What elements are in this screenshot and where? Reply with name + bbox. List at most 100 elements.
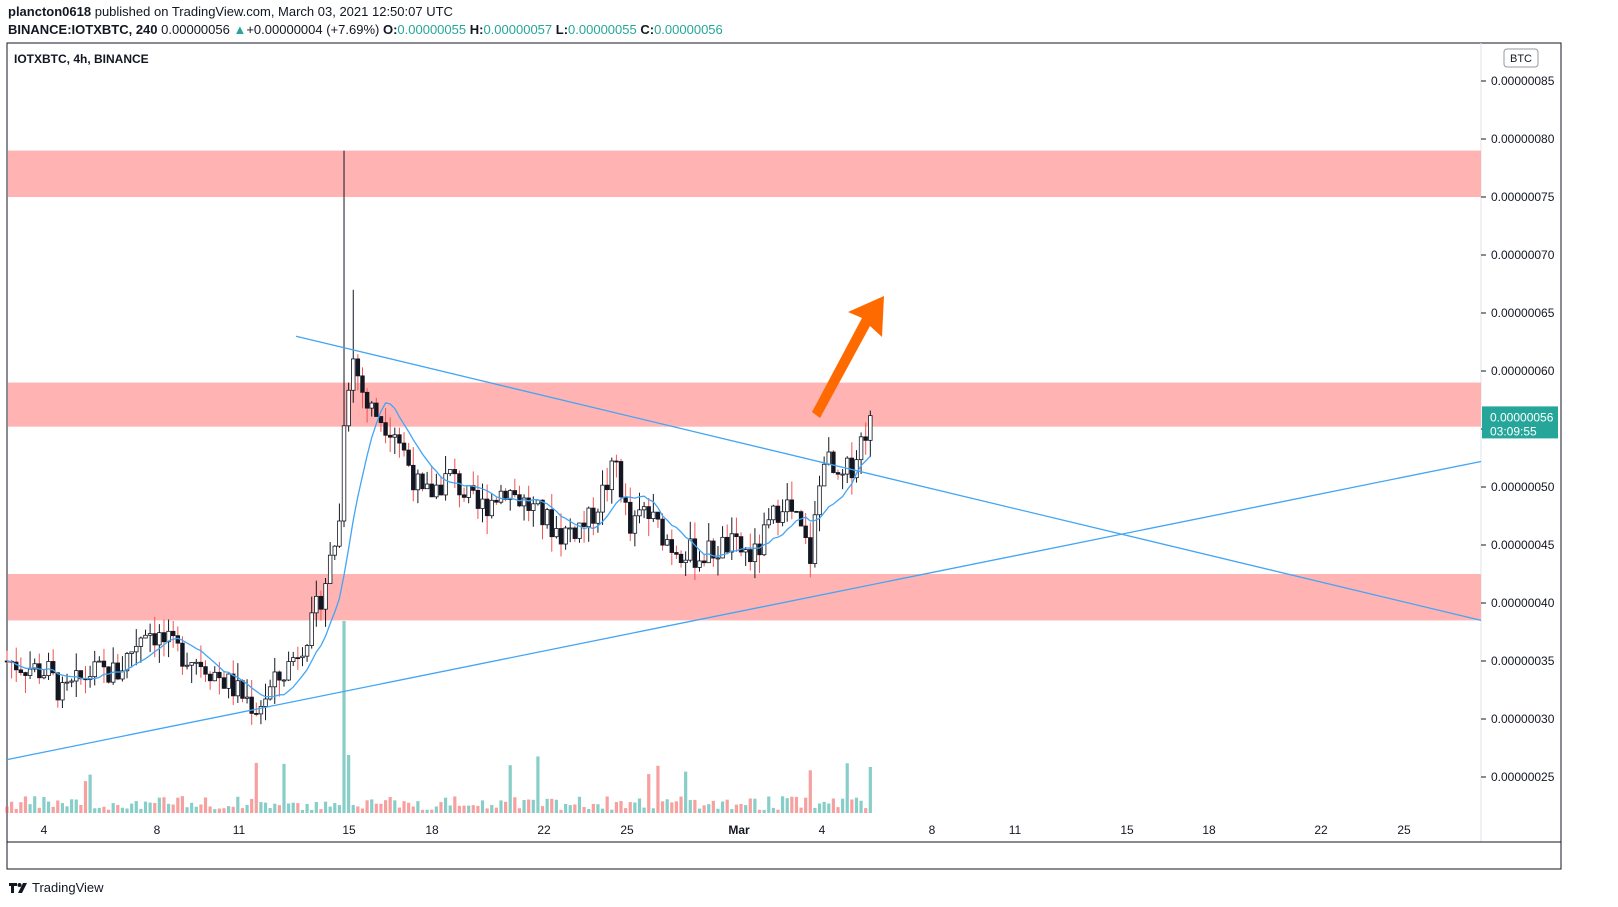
- volume-bar: [157, 797, 161, 813]
- volume-bar: [407, 802, 411, 813]
- volume-bar: [180, 796, 185, 813]
- candle-body: [397, 434, 402, 444]
- volume-bar: [859, 800, 863, 813]
- volume-bar: [600, 808, 605, 813]
- volume-bar: [125, 808, 129, 813]
- volume-bar: [296, 803, 300, 813]
- candle-body: [498, 490, 504, 503]
- volume-bar: [65, 806, 69, 813]
- volume-bar: [688, 800, 692, 813]
- x-tick-label: 25: [1397, 823, 1411, 837]
- candle-body: [434, 484, 439, 498]
- candle-body: [868, 415, 873, 441]
- candle-body: [771, 505, 776, 521]
- volume-bar: [836, 807, 840, 813]
- candle-body: [674, 552, 679, 555]
- candle-body: [692, 538, 698, 568]
- volume-bar: [176, 797, 180, 813]
- volume-bar: [453, 796, 457, 813]
- candle-body: [766, 519, 771, 526]
- volume-bar: [5, 806, 9, 813]
- projection-arrow-icon: [812, 296, 884, 418]
- candle-body: [858, 436, 864, 461]
- candle-body: [124, 653, 130, 672]
- candle-body: [244, 696, 250, 699]
- candle-body: [18, 669, 24, 673]
- volume-bar: [794, 796, 799, 813]
- candle-body: [143, 634, 148, 639]
- volume-bar: [162, 797, 166, 813]
- volume-bar: [467, 805, 471, 813]
- candle-body: [263, 698, 268, 707]
- volume-bar: [776, 809, 780, 813]
- candle-body: [641, 506, 647, 511]
- x-tick-label: Mar: [728, 823, 750, 837]
- candle-body: [660, 518, 665, 546]
- tradingview-logo[interactable]: TradingView: [8, 880, 104, 895]
- candle-body: [466, 485, 471, 498]
- ascending-trendline: [6, 460, 1482, 761]
- candle-body: [341, 425, 347, 522]
- candle-body: [277, 671, 282, 681]
- volume-bar: [531, 799, 535, 813]
- candle-body: [637, 509, 642, 517]
- close-value: 0.00000056: [654, 22, 723, 37]
- volume-bar: [513, 797, 517, 813]
- volume-bar: [102, 806, 106, 813]
- candle-body: [364, 391, 370, 409]
- candle-body: [443, 473, 448, 496]
- volume-bar: [337, 805, 341, 813]
- volume-bar: [342, 621, 346, 813]
- volume-bar: [166, 803, 171, 813]
- candle-body: [180, 642, 185, 667]
- volume-bar: [587, 809, 591, 813]
- candle-body: [360, 375, 365, 393]
- candle-body: [374, 402, 379, 417]
- candle-body: [812, 514, 818, 564]
- volume-bar: [517, 808, 522, 813]
- volume-bar: [605, 796, 609, 813]
- volume-bar: [545, 798, 549, 813]
- volume-bar: [716, 808, 720, 813]
- x-tick-label: 15: [342, 823, 356, 837]
- volume-bar: [767, 796, 771, 813]
- volume-bar: [430, 809, 434, 813]
- candle-body: [831, 451, 836, 473]
- candle-body: [683, 559, 688, 563]
- volume-bar: [457, 805, 462, 813]
- candle-body: [808, 537, 813, 564]
- candle-body: [411, 464, 416, 491]
- volume-bar: [651, 808, 655, 813]
- volume-bar: [697, 808, 702, 813]
- volume-bar: [268, 808, 272, 813]
- volume-bar: [420, 809, 425, 813]
- candle-body: [614, 460, 619, 463]
- volume-bar: [231, 806, 235, 813]
- candle-body: [254, 713, 259, 715]
- time-axis-frame: [6, 841, 1562, 870]
- candle-body: [221, 677, 227, 689]
- volume-bar: [730, 809, 734, 813]
- volume-bar: [259, 802, 263, 813]
- volume-bar: [577, 796, 582, 813]
- volume-bar: [356, 806, 360, 813]
- candle-body: [743, 549, 748, 553]
- candle-body: [558, 528, 564, 545]
- volume-bar: [411, 806, 415, 813]
- candle-body: [14, 661, 19, 671]
- candle-body: [60, 682, 65, 701]
- candle-body: [157, 632, 162, 646]
- candle-body: [475, 489, 481, 509]
- volume-bar: [148, 802, 152, 813]
- candle-body: [789, 499, 795, 512]
- candle-body: [688, 538, 693, 561]
- publisher-name[interactable]: plancton0618: [8, 4, 92, 19]
- volume-bar: [425, 809, 429, 813]
- symbol-label: BINANCE:IOTXBTC, 240: [8, 22, 158, 37]
- candle-body: [447, 469, 453, 475]
- candle-body: [775, 505, 781, 523]
- candle-body: [678, 553, 684, 563]
- candle-body: [438, 484, 444, 496]
- volume-bar: [310, 809, 314, 813]
